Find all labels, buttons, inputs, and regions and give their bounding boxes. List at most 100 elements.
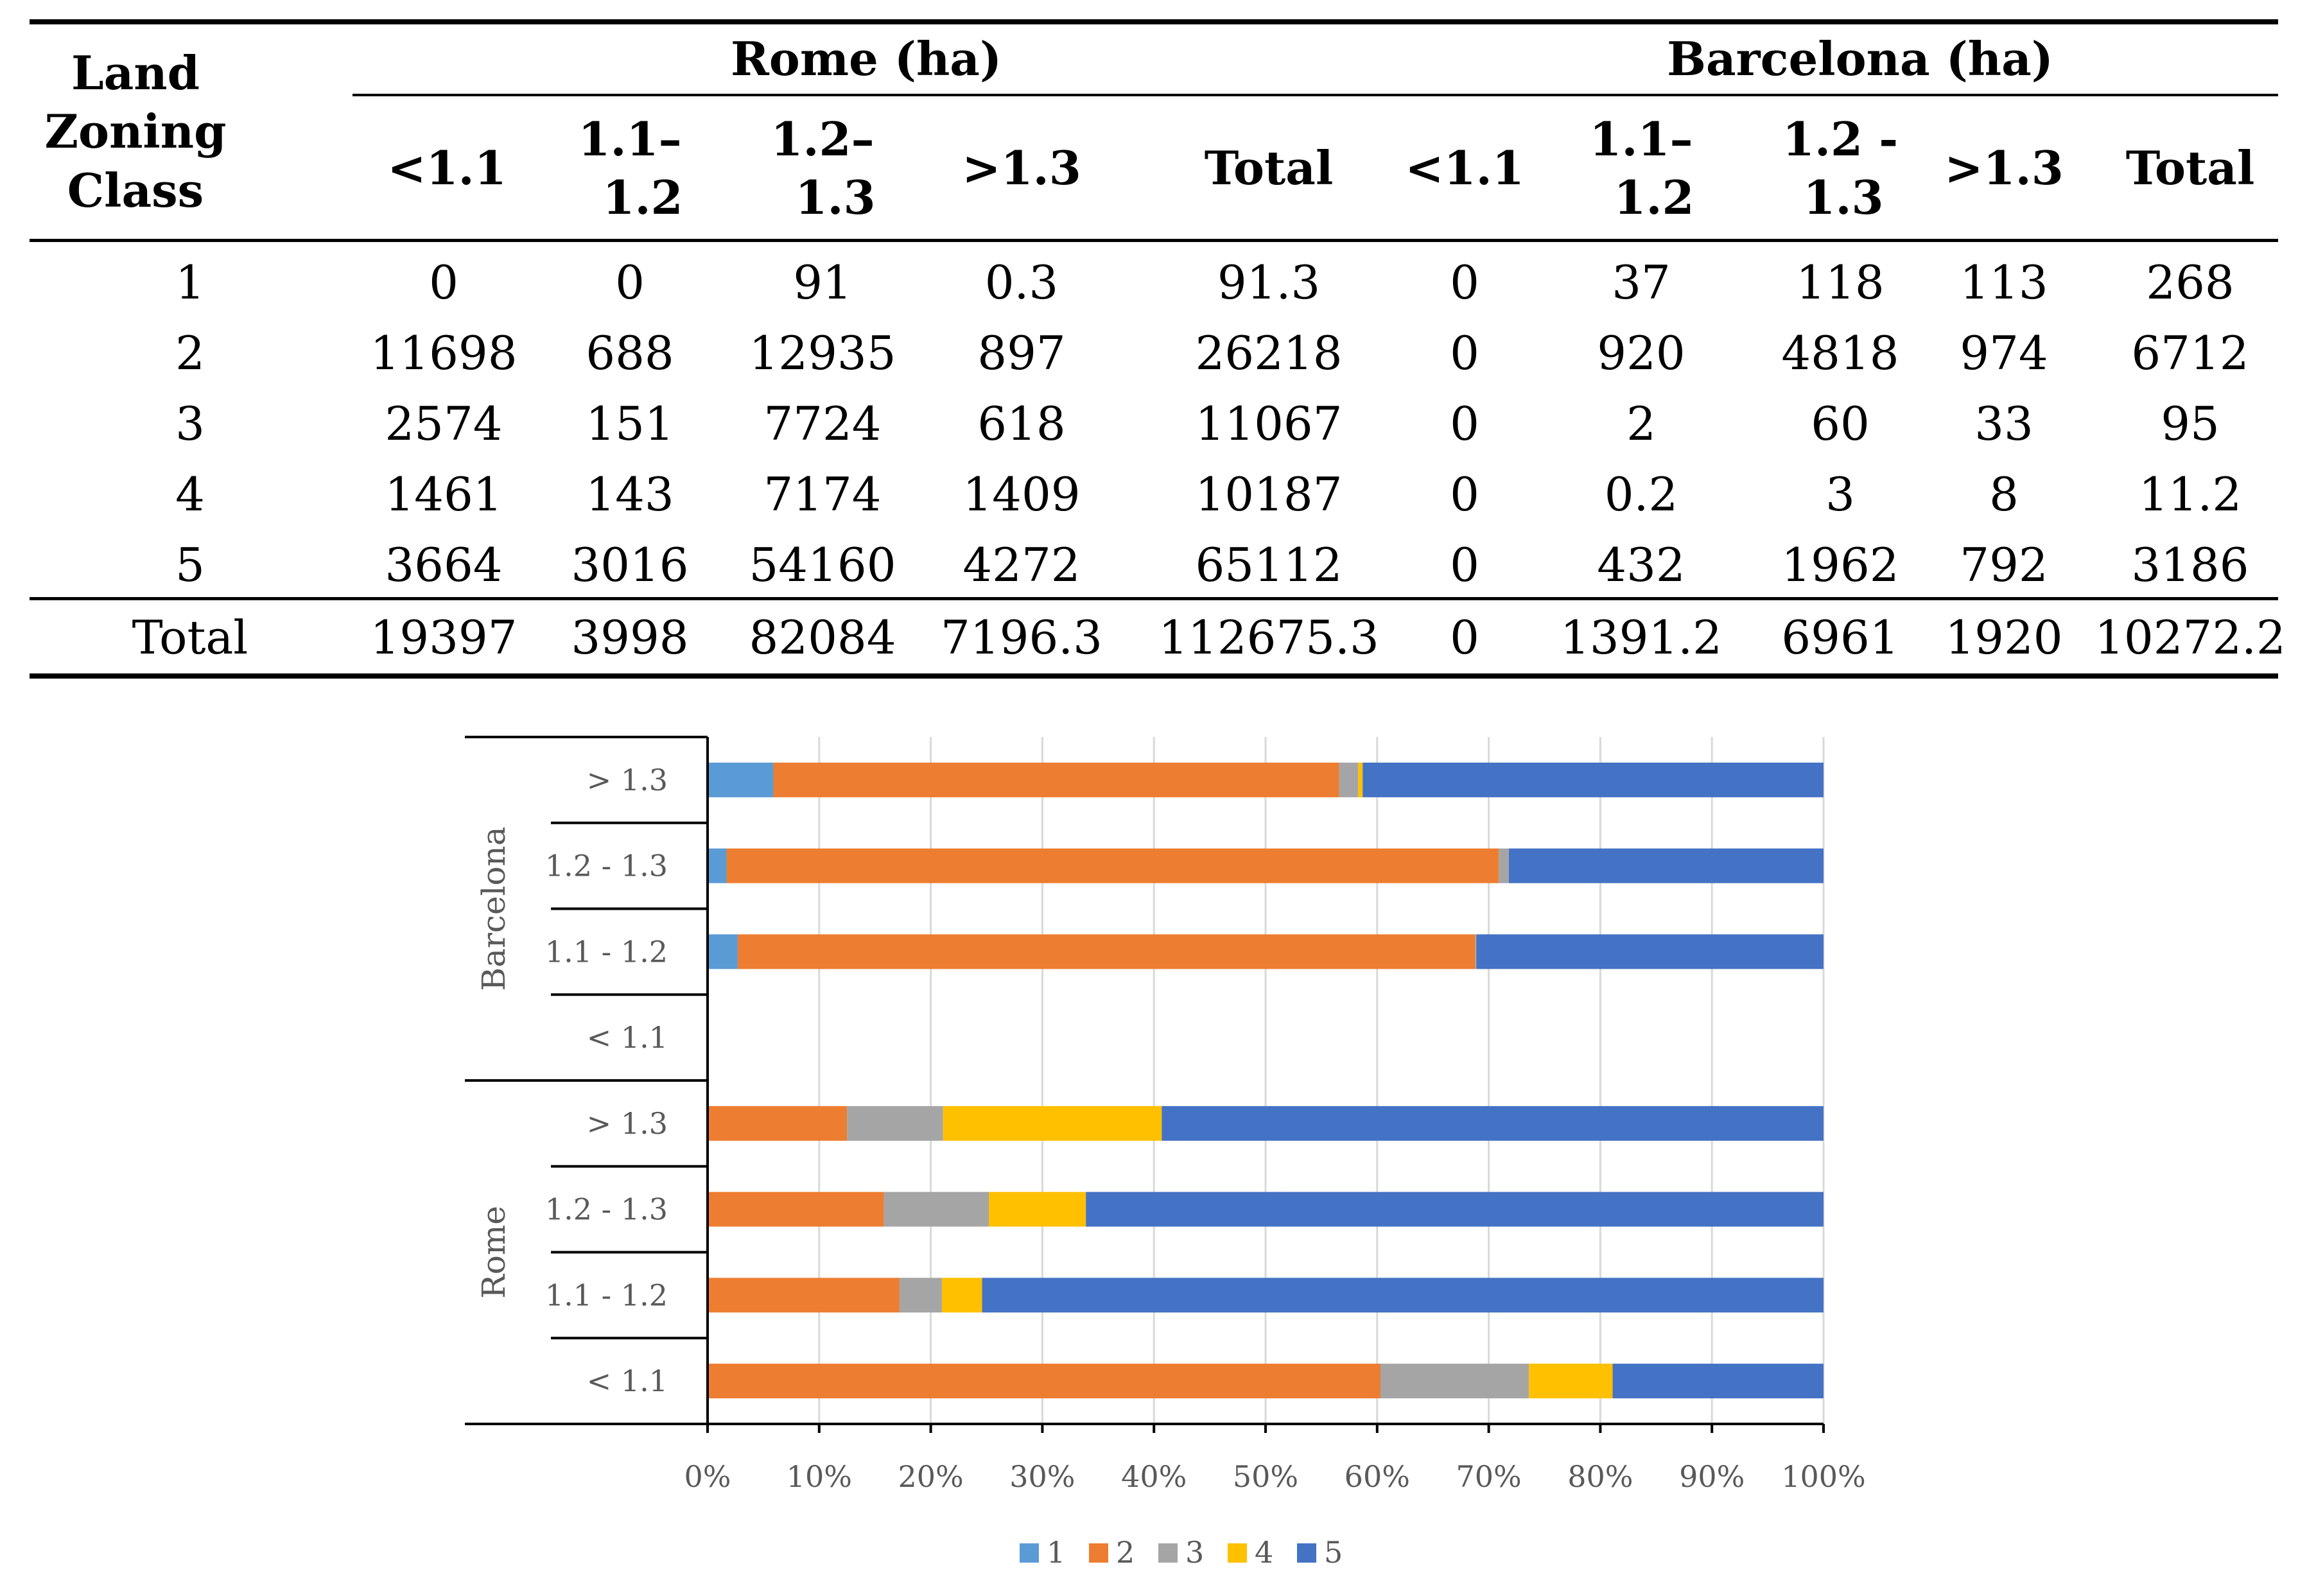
category-label: < 1.1 (587, 1020, 668, 1055)
bar-segment-series-2 (708, 1106, 848, 1141)
chart-labels: 0% 10% 20% 30% 40% 50% 60% 70% 80% 90% 100% > 1.3 1.… (475, 763, 1866, 1494)
table-cell: 65112 (1195, 538, 1343, 592)
table-cell: 0.3 (984, 256, 1059, 309)
bar-segment-series-5 (1508, 848, 1824, 883)
table-subheader-rule (353, 94, 2278, 96)
header-col: >1.3 (1937, 98, 2071, 239)
table-bottom-rule (30, 673, 2278, 679)
table-cell: 91 (793, 256, 852, 309)
header-col: 1.1– 1.2 (1571, 98, 1712, 239)
legend-swatch-4 (1228, 1543, 1247, 1563)
bar-segment-series-1 (708, 762, 774, 797)
total-cell: 7196.3 (941, 611, 1102, 664)
table-cell: 3 (1825, 467, 1855, 521)
table-cell: 0 (1450, 538, 1479, 592)
table-cell: 0.2 (1604, 467, 1678, 521)
total-cell: 82084 (749, 611, 896, 664)
table-cell: 11.2 (2138, 467, 2242, 521)
category-label: 1.1 - 1.2 (545, 934, 668, 969)
header-label-line: Zoning (44, 104, 227, 159)
table-cell: 0 (615, 256, 645, 309)
table-cell: 0 (1450, 256, 1479, 309)
data-table: Land Zoning Class Rome (ha) Barcelona (h… (30, 19, 2286, 679)
chart-gridlines (818, 737, 1825, 1424)
header-col-text: Total (1204, 141, 1334, 196)
category-label: < 1.1 (587, 1364, 668, 1398)
header-col-text: 1.2 (602, 170, 683, 225)
total-cell: 19397 (370, 611, 518, 664)
bar-segment-series-1 (708, 934, 738, 969)
total-cell: 112675.3 (1158, 611, 1379, 664)
table-total-rule (30, 597, 2278, 600)
table-cell: 113 (1960, 256, 2048, 309)
row-class-label: 4 (175, 467, 205, 521)
table-cell: 974 (1960, 326, 2048, 380)
category-label: 1.1 - 1.2 (545, 1278, 668, 1312)
table-cell: 26218 (1195, 326, 1343, 380)
header-label-line: Land (71, 45, 200, 100)
table-cell: 1409 (962, 467, 1081, 521)
legend-swatch-5 (1297, 1543, 1316, 1563)
legend-swatch-3 (1158, 1543, 1178, 1563)
header-barcelona: Barcelona (ha) (1667, 31, 2053, 87)
chart-bars (708, 762, 1824, 1399)
category-label: 1.2 - 1.3 (545, 1192, 668, 1227)
bar-segment-series-5 (1612, 1364, 1824, 1399)
x-tick-label: 20% (898, 1459, 963, 1494)
total-cell: 1920 (1945, 611, 2063, 664)
header-col: 1.2– 1.3 (755, 98, 890, 239)
table-cell: 897 (977, 326, 1066, 380)
bar-segment-series-4 (941, 1278, 982, 1313)
table-cell: 6712 (2131, 326, 2249, 380)
bar-segment-series-1 (708, 848, 727, 883)
total-cell: 3998 (571, 611, 689, 664)
x-tick-label: 50% (1233, 1459, 1298, 1494)
header-land-zoning-class: Land Zoning Class (30, 26, 241, 238)
table-cell: 2 (1626, 397, 1656, 451)
bar-segment-series-2 (708, 1278, 900, 1313)
bar-segment-series-5 (1086, 1192, 1824, 1227)
x-tick-label: 30% (1009, 1459, 1075, 1494)
x-tick-label: 40% (1121, 1459, 1187, 1494)
bar-segment-series-2 (773, 762, 1339, 797)
category-label: > 1.3 (587, 763, 668, 797)
table-cell: 3016 (571, 538, 689, 592)
bar-segment-series-5 (982, 1278, 1824, 1313)
bar-segment-series-3 (1380, 1364, 1529, 1399)
header-col-text: >1.3 (1944, 141, 2064, 196)
bar-segment-series-3 (1499, 848, 1509, 883)
x-tick-label: 100% (1781, 1459, 1866, 1494)
table-cell: 143 (586, 467, 674, 521)
bar-segment-series-4 (1358, 762, 1363, 797)
header-col-text: 1.2– (771, 111, 875, 166)
bar-segment-series-3 (1475, 934, 1477, 969)
bar-segment-series-5 (1363, 762, 1824, 797)
table-cell: 0 (429, 256, 458, 309)
table-top-rule (30, 19, 2278, 24)
legend-label: 1 (1047, 1535, 1065, 1570)
total-cell: 1391.2 (1560, 611, 1722, 664)
header-col: Total (1172, 98, 1365, 239)
bar-segment-series-5 (1162, 1106, 1824, 1141)
bar-segment-series-2 (708, 1364, 1381, 1399)
bar-segment-series-3 (1339, 762, 1359, 797)
header-col-text: <1.1 (387, 141, 507, 196)
category-label: 1.2 - 1.3 (545, 849, 668, 883)
table-cell: 151 (586, 397, 674, 451)
header-label-line: Class (67, 162, 204, 218)
table-cell: 2574 (385, 397, 503, 451)
header-col: >1.3 (954, 98, 1089, 239)
header-col-text: 1.2 - (1782, 111, 1899, 166)
table-cell: 54160 (749, 538, 896, 592)
x-tick-label: 80% (1567, 1459, 1633, 1494)
table-cell: 37 (1612, 256, 1671, 309)
table-cell: 618 (977, 397, 1066, 451)
group-label: Barcelona (475, 826, 512, 991)
table-cell: 10187 (1195, 467, 1343, 521)
table-header-rule (30, 239, 2278, 242)
header-col: Total (2110, 98, 2270, 239)
bar-segment-series-3 (847, 1106, 943, 1141)
header-rome: Rome (ha) (730, 31, 1002, 87)
table-cell: 12935 (749, 326, 896, 380)
